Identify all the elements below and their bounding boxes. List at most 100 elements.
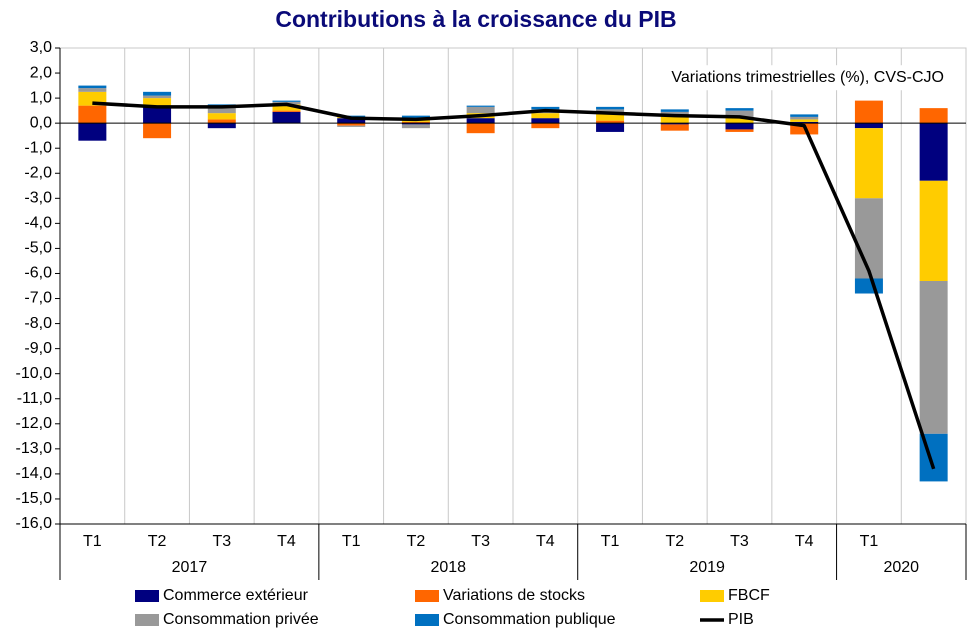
bar-segment <box>919 108 948 124</box>
bar-segment <box>207 119 236 124</box>
bar-segment <box>725 108 754 111</box>
bar-segment <box>531 106 560 110</box>
bar-segment <box>78 88 107 92</box>
bar-segment <box>78 105 107 124</box>
bar-segment <box>272 110 301 112</box>
bar-segment <box>725 118 754 124</box>
bar-segment <box>854 278 883 294</box>
legend-swatch <box>415 614 439 626</box>
bar-segment <box>660 109 689 112</box>
bar-segment <box>790 116 819 120</box>
bar-segment <box>466 118 495 124</box>
legend-swatch <box>135 614 159 626</box>
bar-segment <box>337 125 366 127</box>
bar-segment <box>272 104 301 111</box>
y-tick-label: 2,0 <box>30 64 52 81</box>
legend-label: Variations de stocks <box>443 587 585 604</box>
y-tick-label: -13,0 <box>16 440 53 457</box>
y-tick-label: -9,0 <box>24 340 52 357</box>
bar-segment <box>854 198 883 279</box>
legend-label: Consommation privée <box>163 611 319 628</box>
x-tick-label: T3 <box>471 533 490 550</box>
bar-segment <box>596 106 625 110</box>
bar-segment <box>660 115 689 124</box>
x-tick-label: T2 <box>407 533 426 550</box>
bar-segment <box>466 105 495 107</box>
bar-segment <box>854 123 883 129</box>
bar-segment <box>143 98 172 106</box>
x-tick-label: T1 <box>601 533 620 550</box>
y-tick-label: 3,0 <box>30 39 52 56</box>
bar-segment <box>790 119 819 122</box>
y-tick-label: -1,0 <box>24 139 52 156</box>
y-tick-label: -3,0 <box>24 190 52 207</box>
x-tick-label: T2 <box>665 533 684 550</box>
x-tick-label: T4 <box>277 533 296 550</box>
bar-segment <box>790 121 819 124</box>
bar-segment <box>725 123 754 130</box>
y-tick-label: -16,0 <box>16 515 53 532</box>
y-tick-label: -7,0 <box>24 290 52 307</box>
bar-segment <box>207 106 236 114</box>
year-label: 2018 <box>430 559 466 576</box>
bar-segment <box>337 115 366 117</box>
y-tick-label: -10,0 <box>16 365 53 382</box>
bar-segment <box>660 124 689 131</box>
bar-segment <box>272 111 301 124</box>
y-tick-label: -11,0 <box>17 390 52 407</box>
legend-label: Consommation publique <box>443 611 616 628</box>
bar-segment <box>660 111 689 116</box>
pib-line <box>92 101 936 470</box>
bar-segment <box>466 123 495 134</box>
bar-segment <box>919 123 948 181</box>
legend-label: Commerce extérieur <box>163 587 309 604</box>
bar-segment <box>401 115 430 119</box>
year-label: 2017 <box>172 559 208 576</box>
x-tick-label: T1 <box>342 533 361 550</box>
x-tick-label: T3 <box>730 533 749 550</box>
x-tick-label: T3 <box>212 533 231 550</box>
bar-segment <box>401 124 430 129</box>
x-tick-label: T2 <box>148 533 167 550</box>
y-tick-label: -8,0 <box>24 315 52 332</box>
bar-segment <box>854 128 883 199</box>
bar-segment <box>401 121 430 124</box>
bar-segment <box>207 123 236 129</box>
bar-segment <box>596 120 625 124</box>
chart-title: Contributions à la croissance du PIB <box>275 6 676 32</box>
bar-segment <box>143 123 172 139</box>
bar-segment <box>272 100 301 102</box>
bar-segment <box>660 123 689 125</box>
x-tick-label: T1 <box>860 533 879 550</box>
bar-segment <box>337 118 366 124</box>
bar-segment <box>790 114 819 117</box>
legend-swatch <box>700 590 724 602</box>
y-tick-label: -15,0 <box>16 490 53 507</box>
bar-segment <box>919 280 948 434</box>
bar-segment <box>143 95 172 99</box>
y-tick-label: -14,0 <box>16 465 53 482</box>
y-tick-label: -5,0 <box>24 240 52 257</box>
x-tick-label: T4 <box>536 533 555 550</box>
year-label: 2020 <box>883 559 919 576</box>
bar-segment <box>143 105 172 124</box>
bar-segment <box>78 85 107 89</box>
annotation: Variations trimestrielles (%), CVS-CJO <box>671 69 944 86</box>
bar-segment <box>78 123 107 141</box>
legend-swatch <box>135 590 159 602</box>
bar-segment <box>143 91 172 96</box>
year-label: 2019 <box>689 559 725 576</box>
y-tick-label: -12,0 <box>16 415 53 432</box>
bar-segment <box>337 123 366 126</box>
bar-segment <box>401 123 430 125</box>
bar-segment <box>596 123 625 132</box>
legend-swatch <box>415 590 439 602</box>
y-tick-label: -2,0 <box>24 164 52 181</box>
bar-segment <box>725 129 754 132</box>
bar-segment <box>531 118 560 124</box>
legend-label: FBCF <box>728 587 770 604</box>
bar-segment <box>466 106 495 114</box>
y-tick-label: 1,0 <box>30 89 52 106</box>
y-tick-label: -6,0 <box>24 265 52 282</box>
y-tick-label: -4,0 <box>24 215 52 232</box>
